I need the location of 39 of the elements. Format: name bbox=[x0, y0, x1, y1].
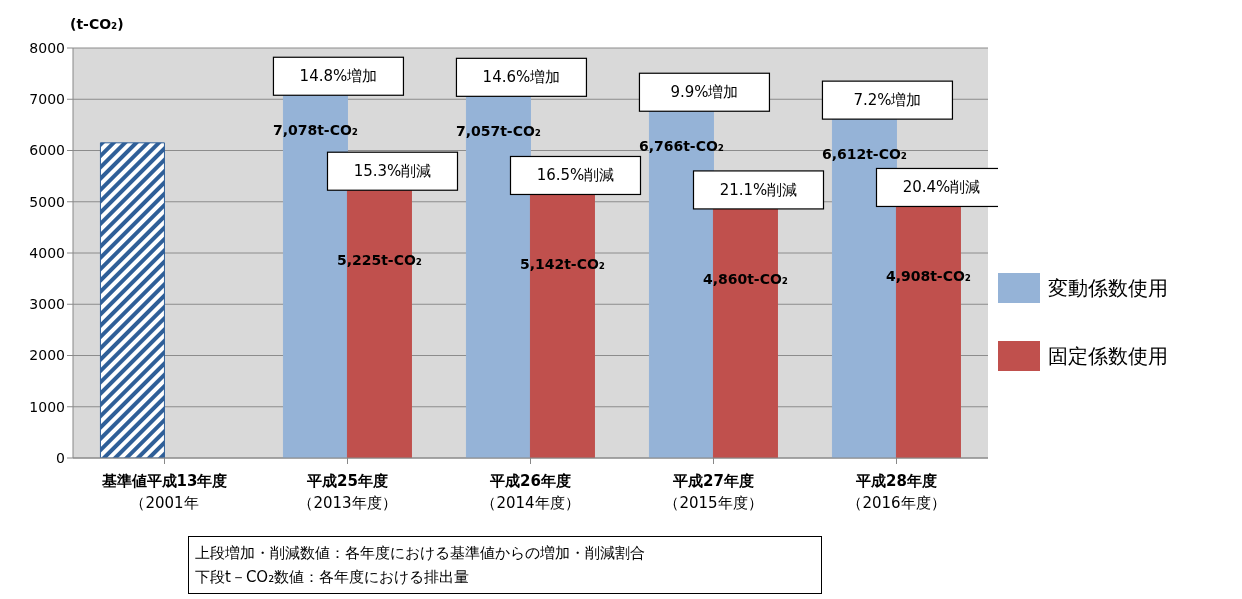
callout-box: 9.9%増加 bbox=[638, 72, 771, 112]
callout-box: 16.5%削減 bbox=[509, 155, 642, 196]
y-tick-label: 3000 bbox=[29, 296, 65, 313]
callout-box: 20.4%削減 bbox=[875, 167, 998, 208]
annotation: 14.8%増加 bbox=[299, 67, 378, 86]
data-label: 7,078t-CO₂ bbox=[272, 122, 358, 139]
annotation: 15.3%削減 bbox=[353, 162, 432, 181]
y-tick-label: 0 bbox=[56, 449, 65, 466]
bar bbox=[99, 142, 165, 458]
data-label: 7,057t-CO₂ bbox=[455, 123, 541, 140]
y-tick-label: 4000 bbox=[29, 244, 65, 261]
y-tick-label: 8000 bbox=[29, 39, 65, 56]
callout-box: 14.8%増加 bbox=[272, 56, 405, 96]
y-axis-title: (t-CO₂) bbox=[70, 16, 124, 32]
x-tick-label: 平成25年度（2013年度） bbox=[298, 472, 397, 512]
callout-box: 7.2%増加 bbox=[821, 80, 954, 120]
legend-label: 変動係数使用 bbox=[1048, 274, 1168, 302]
x-tick-label: 基準値平成13年度（2001年 bbox=[100, 472, 228, 512]
annotation: 9.9%増加 bbox=[670, 83, 739, 102]
y-tick-label: 6000 bbox=[29, 142, 65, 159]
y-tick-label: 2000 bbox=[29, 347, 65, 364]
x-tick-label: 平成28年度（2016年度） bbox=[847, 472, 946, 512]
y-tick-label: 5000 bbox=[29, 193, 65, 210]
annotation: 14.6%増加 bbox=[482, 68, 561, 87]
data-label: 6,766t-CO₂ bbox=[638, 138, 724, 155]
y-tick-label: 1000 bbox=[29, 398, 65, 415]
annotation: 7.2%増加 bbox=[853, 91, 922, 110]
x-tick-label: 平成27年度（2015年度） bbox=[664, 472, 763, 512]
callout-box: 14.6%増加 bbox=[455, 57, 588, 97]
annotation: 16.5%削減 bbox=[536, 166, 615, 185]
annotation: 20.4%削減 bbox=[902, 178, 981, 197]
callout-box: 21.1%削減 bbox=[692, 170, 825, 210]
data-label: 6,612t-CO₂ bbox=[821, 146, 907, 163]
callout-box: 15.3%削減 bbox=[326, 151, 459, 191]
y-tick-label: 7000 bbox=[29, 91, 65, 108]
legend-label: 固定係数使用 bbox=[1048, 342, 1168, 370]
x-tick-label: 平成26年度（2014年度） bbox=[481, 472, 580, 512]
text: 上段増加・削減数値：各年度における基準値からの増加・削減割合下段t－CO₂数値：各年度における排出量 bbox=[195, 543, 646, 588]
annotation: 21.1%削減 bbox=[719, 180, 798, 199]
